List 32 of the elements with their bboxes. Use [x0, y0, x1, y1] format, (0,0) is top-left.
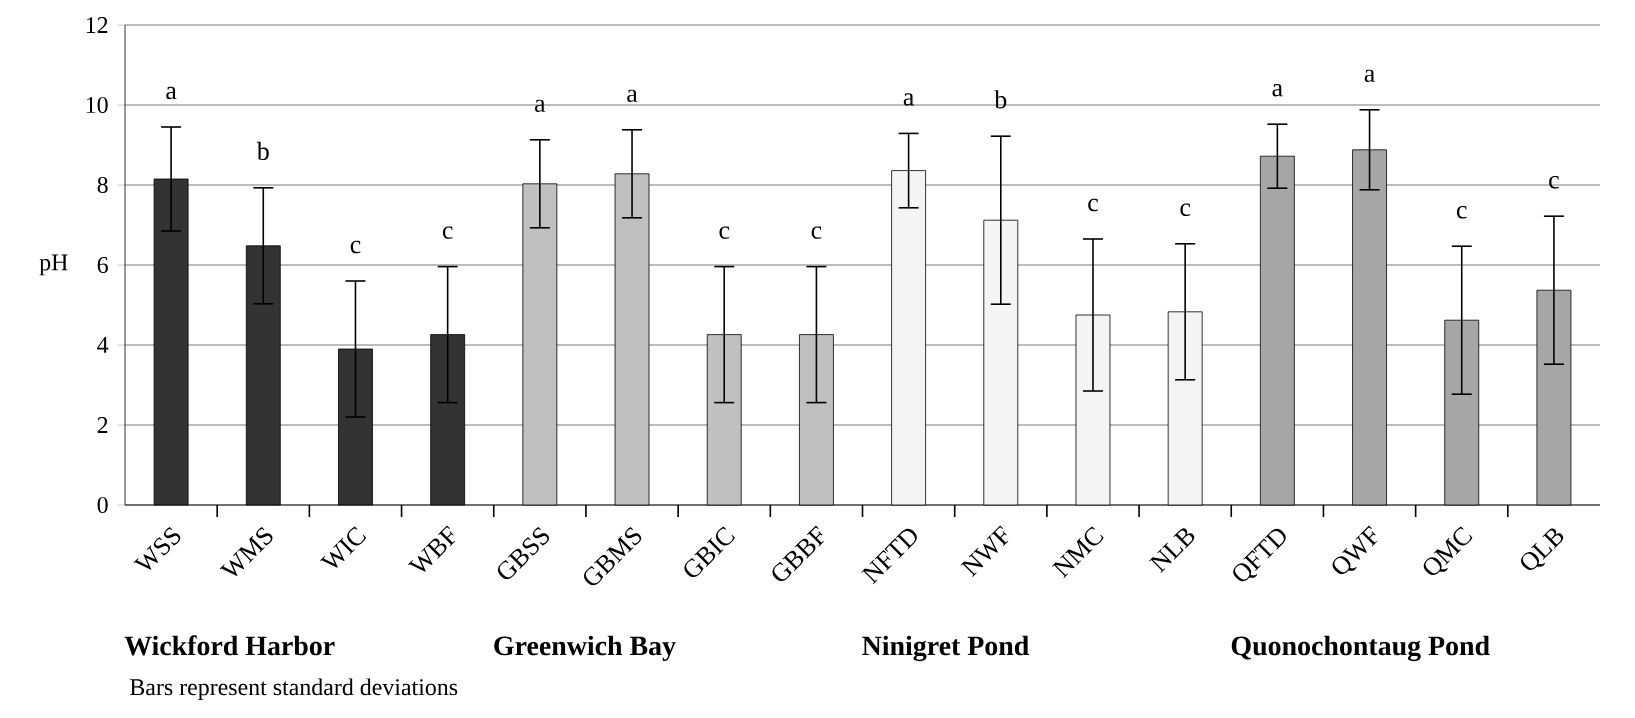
x-tick-label: WIC	[320, 526, 367, 568]
annotation: c	[1180, 203, 1191, 217]
annotation: c	[1549, 175, 1559, 189]
annotation: c	[1088, 198, 1098, 212]
annotation: a	[535, 99, 546, 113]
annotation: a	[1364, 69, 1375, 83]
annotation: c	[350, 240, 361, 254]
annotation: c	[1456, 205, 1467, 219]
text: Ninigret Pond	[862, 635, 1029, 662]
y-tick-label: 4	[97, 337, 109, 353]
annotation: a	[166, 86, 177, 100]
annotation: b	[994, 90, 1007, 109]
annotation: c	[719, 226, 730, 239]
y-tick-label: 2	[97, 417, 108, 433]
y-tick-label: 12	[86, 17, 108, 33]
annotation: a	[903, 93, 915, 106]
text: Greenwich Bay	[494, 635, 676, 662]
annotation: a	[1272, 84, 1283, 97]
x-tick-label: QLB	[1521, 528, 1564, 570]
annotation: a	[627, 89, 638, 103]
text: Quonochontaug Pond	[1231, 635, 1490, 662]
annotation: c	[442, 226, 453, 239]
text: Bars represent standard deviations	[130, 678, 458, 701]
x-tick-label: WSS	[133, 527, 181, 570]
y-axis-title: pH	[39, 254, 68, 276]
y-tick-label: 10	[86, 96, 108, 114]
y-tick-label: 0	[97, 496, 108, 514]
annotation: b	[256, 141, 269, 161]
text: Wickford Harbor	[124, 635, 335, 656]
y-tick-label: 8	[97, 176, 108, 194]
y-tick-label: 6	[97, 256, 108, 274]
annotation: c	[811, 226, 822, 239]
